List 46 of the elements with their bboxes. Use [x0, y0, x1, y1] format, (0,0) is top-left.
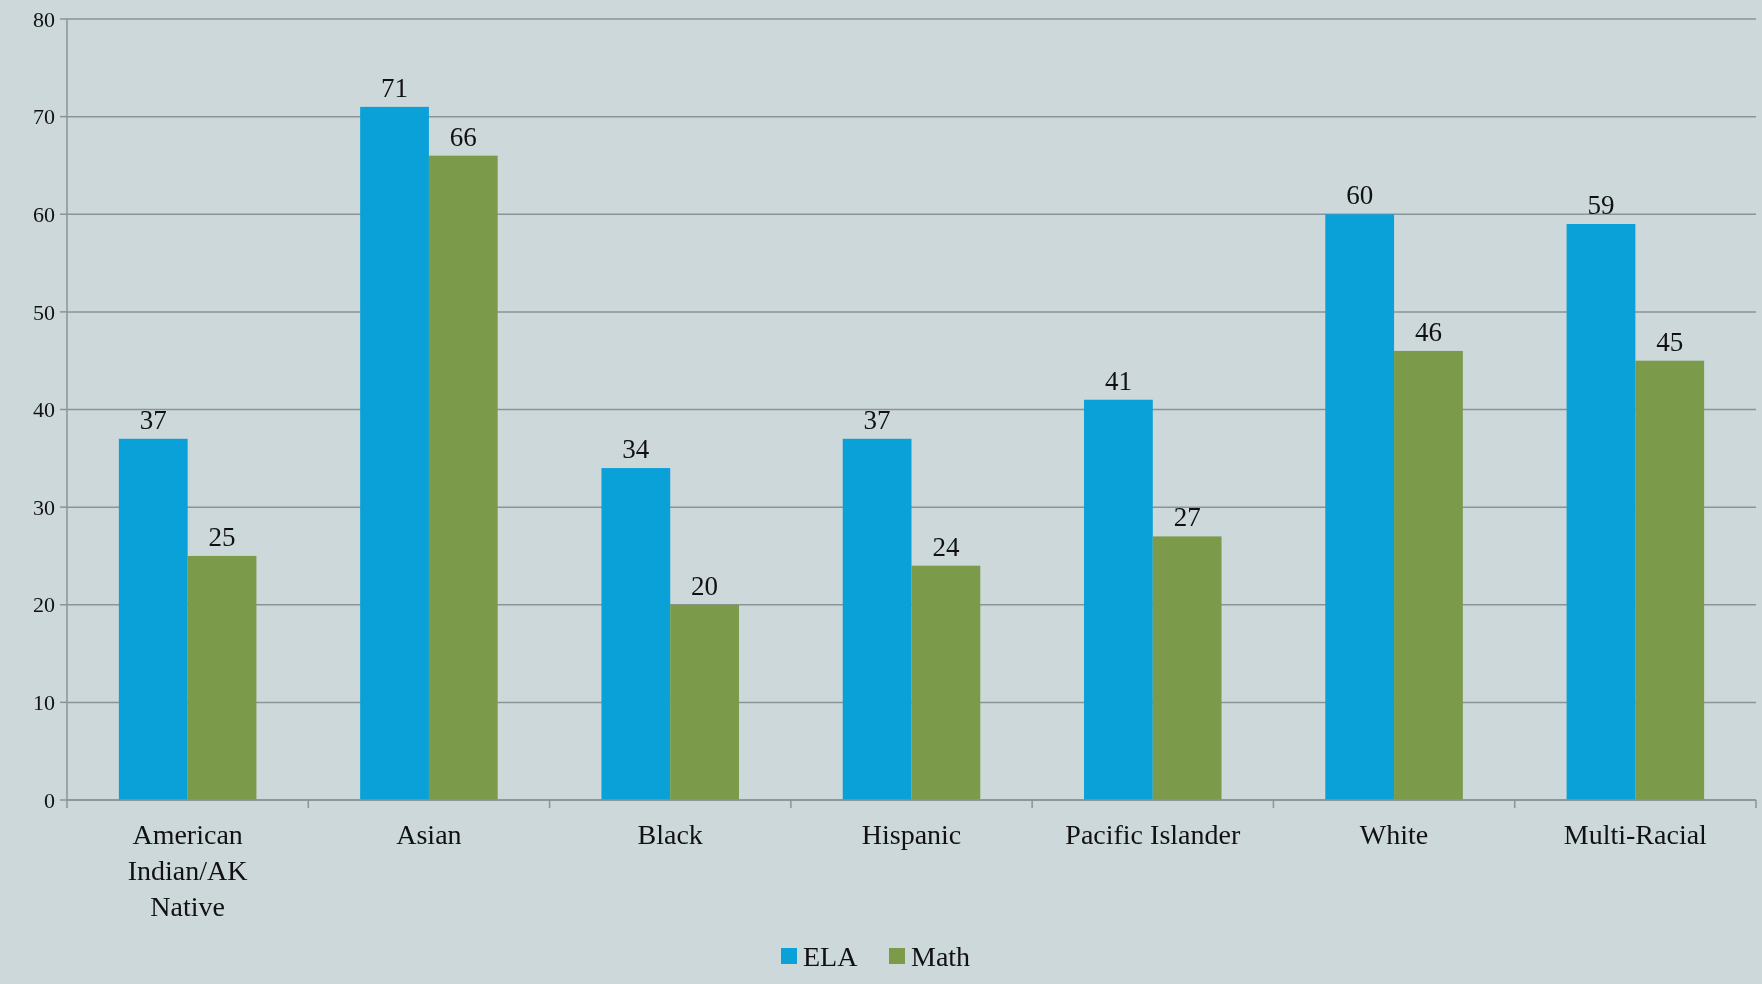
data-label: 66: [449, 121, 477, 152]
data-label: 24: [932, 531, 960, 562]
bar: [1325, 214, 1395, 800]
bar: [118, 438, 188, 800]
bar: [601, 468, 671, 800]
data-label: 37: [863, 404, 891, 435]
bar: [911, 565, 981, 800]
legend-label: ELA: [803, 940, 859, 972]
y-tick-label: 60: [33, 201, 55, 227]
bar: [842, 438, 912, 800]
y-tick-label: 30: [33, 494, 55, 520]
data-label: 20: [691, 570, 719, 601]
data-label: 71: [381, 72, 409, 103]
x-tick-label: Hispanic: [861, 819, 962, 850]
data-label: 41: [1104, 365, 1132, 396]
data-label: 46: [1414, 316, 1442, 347]
data-label: 45: [1656, 326, 1684, 357]
bar: [187, 555, 257, 800]
x-tick-label: Black: [637, 819, 703, 850]
y-tick-label: 10: [33, 690, 55, 716]
x-tick-label: White: [1359, 819, 1429, 850]
y-tick-label: 80: [33, 6, 55, 32]
bar: [1566, 224, 1636, 800]
data-label: 59: [1587, 190, 1615, 221]
bar: [1084, 399, 1153, 800]
x-tick-label: Asian: [396, 819, 462, 850]
bar: [1635, 360, 1705, 800]
legend-label: Math: [911, 940, 971, 972]
bar: [670, 604, 739, 800]
data-label: 34: [622, 434, 650, 465]
x-tick-label: Pacific Islander: [1065, 819, 1241, 850]
bar: [1152, 536, 1222, 800]
y-tick-label: 40: [33, 397, 55, 423]
data-label: 37: [139, 404, 167, 435]
bar: [1394, 350, 1463, 800]
y-tick-label: 50: [33, 299, 55, 325]
bar: [360, 106, 429, 800]
bar: [428, 155, 498, 800]
y-tick-label: 70: [33, 104, 55, 130]
data-label: 27: [1173, 502, 1201, 533]
y-tick-label: 20: [33, 592, 55, 618]
x-tick-label: Multi-Racial: [1563, 819, 1708, 850]
data-label: 25: [208, 521, 236, 552]
y-tick-label: 0: [44, 787, 55, 813]
data-label: 60: [1346, 180, 1374, 211]
x-tick-label: American Indian/AK Native: [127, 819, 248, 922]
